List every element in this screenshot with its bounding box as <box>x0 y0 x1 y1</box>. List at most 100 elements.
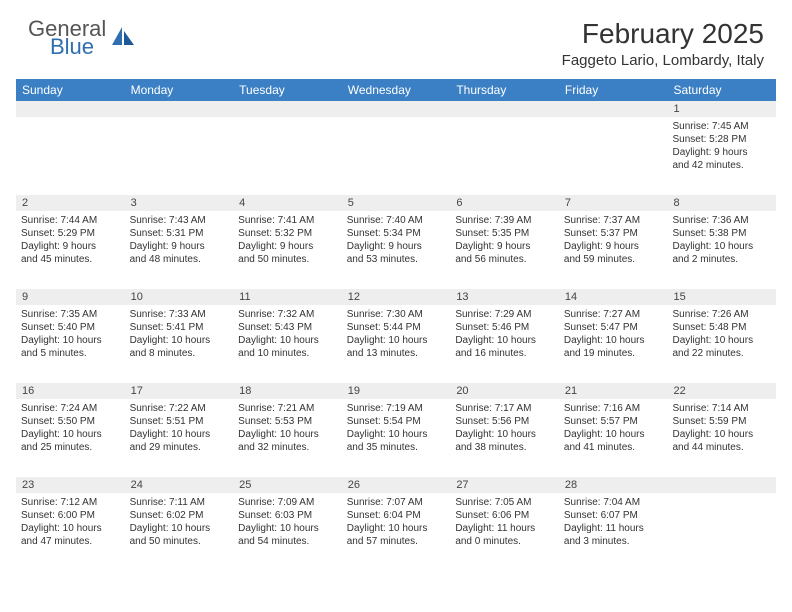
daylight-text: Daylight: 9 hours <box>564 240 663 253</box>
day-cell: Sunrise: 7:16 AMSunset: 5:57 PMDaylight:… <box>559 399 668 477</box>
day-cell: Sunrise: 7:17 AMSunset: 5:56 PMDaylight:… <box>450 399 559 477</box>
sunrise-text: Sunrise: 7:35 AM <box>21 308 120 321</box>
daylight-text: and 53 minutes. <box>347 253 446 266</box>
sunset-text: Sunset: 6:03 PM <box>238 509 337 522</box>
location: Faggeto Lario, Lombardy, Italy <box>562 52 764 69</box>
day-number: 26 <box>342 477 451 493</box>
sail-icon <box>110 25 136 52</box>
weekday-header: Monday <box>125 79 234 101</box>
daylight-text: and 35 minutes. <box>347 441 446 454</box>
daylight-text: and 10 minutes. <box>238 347 337 360</box>
daylight-text: and 44 minutes. <box>672 441 771 454</box>
day-cell: Sunrise: 7:05 AMSunset: 6:06 PMDaylight:… <box>450 493 559 571</box>
day-cell: Sunrise: 7:39 AMSunset: 5:35 PMDaylight:… <box>450 211 559 289</box>
day-cell: Sunrise: 7:45 AMSunset: 5:28 PMDaylight:… <box>667 117 776 195</box>
day-cell: Sunrise: 7:11 AMSunset: 6:02 PMDaylight:… <box>125 493 234 571</box>
day-cell: Sunrise: 7:09 AMSunset: 6:03 PMDaylight:… <box>233 493 342 571</box>
sunset-text: Sunset: 5:38 PM <box>672 227 771 240</box>
sunrise-text: Sunrise: 7:39 AM <box>455 214 554 227</box>
daylight-text: and 13 minutes. <box>347 347 446 360</box>
daylight-text: and 56 minutes. <box>455 253 554 266</box>
day-cell: Sunrise: 7:24 AMSunset: 5:50 PMDaylight:… <box>16 399 125 477</box>
daylight-text: Daylight: 10 hours <box>21 428 120 441</box>
daylight-text: Daylight: 10 hours <box>455 334 554 347</box>
day-cell <box>667 493 776 571</box>
daylight-text: and 48 minutes. <box>130 253 229 266</box>
day-number: 5 <box>342 195 451 211</box>
day-number: 21 <box>559 383 668 399</box>
day-cell <box>16 117 125 195</box>
sunset-text: Sunset: 5:31 PM <box>130 227 229 240</box>
day-number: 23 <box>16 477 125 493</box>
daylight-text: and 22 minutes. <box>672 347 771 360</box>
sunrise-text: Sunrise: 7:12 AM <box>21 496 120 509</box>
sunset-text: Sunset: 5:57 PM <box>564 415 663 428</box>
daylight-text: Daylight: 9 hours <box>347 240 446 253</box>
daylight-text: and 45 minutes. <box>21 253 120 266</box>
day-cell: Sunrise: 7:19 AMSunset: 5:54 PMDaylight:… <box>342 399 451 477</box>
sunset-text: Sunset: 5:46 PM <box>455 321 554 334</box>
day-number: 28 <box>559 477 668 493</box>
daylight-text: and 0 minutes. <box>455 535 554 548</box>
sunrise-text: Sunrise: 7:32 AM <box>238 308 337 321</box>
sunrise-text: Sunrise: 7:21 AM <box>238 402 337 415</box>
sunset-text: Sunset: 6:00 PM <box>21 509 120 522</box>
sunrise-text: Sunrise: 7:04 AM <box>564 496 663 509</box>
daylight-text: and 5 minutes. <box>21 347 120 360</box>
daylight-text: Daylight: 9 hours <box>672 146 771 159</box>
day-number: 1 <box>667 101 776 117</box>
daylight-text: and 38 minutes. <box>455 441 554 454</box>
daylight-text: Daylight: 10 hours <box>455 428 554 441</box>
week-row: Sunrise: 7:35 AMSunset: 5:40 PMDaylight:… <box>16 305 776 383</box>
day-number <box>125 101 234 117</box>
day-number: 12 <box>342 289 451 305</box>
day-cell: Sunrise: 7:36 AMSunset: 5:38 PMDaylight:… <box>667 211 776 289</box>
weekday-header: Tuesday <box>233 79 342 101</box>
daylight-text: and 19 minutes. <box>564 347 663 360</box>
daylight-text: and 54 minutes. <box>238 535 337 548</box>
daylight-text: and 25 minutes. <box>21 441 120 454</box>
day-number: 19 <box>342 383 451 399</box>
daylight-text: Daylight: 11 hours <box>564 522 663 535</box>
day-number-row: 9101112131415 <box>16 289 776 305</box>
sunset-text: Sunset: 5:47 PM <box>564 321 663 334</box>
day-number: 16 <box>16 383 125 399</box>
day-cell: Sunrise: 7:40 AMSunset: 5:34 PMDaylight:… <box>342 211 451 289</box>
day-cell: Sunrise: 7:27 AMSunset: 5:47 PMDaylight:… <box>559 305 668 383</box>
sunset-text: Sunset: 5:28 PM <box>672 133 771 146</box>
day-number: 4 <box>233 195 342 211</box>
day-number: 6 <box>450 195 559 211</box>
day-cell: Sunrise: 7:07 AMSunset: 6:04 PMDaylight:… <box>342 493 451 571</box>
weekday-header: Saturday <box>667 79 776 101</box>
sunrise-text: Sunrise: 7:30 AM <box>347 308 446 321</box>
sunrise-text: Sunrise: 7:41 AM <box>238 214 337 227</box>
day-cell <box>342 117 451 195</box>
sunset-text: Sunset: 5:59 PM <box>672 415 771 428</box>
sunset-text: Sunset: 5:44 PM <box>347 321 446 334</box>
daylight-text: Daylight: 10 hours <box>347 522 446 535</box>
sunset-text: Sunset: 5:48 PM <box>672 321 771 334</box>
daylight-text: and 50 minutes. <box>238 253 337 266</box>
sunset-text: Sunset: 6:02 PM <box>130 509 229 522</box>
sunset-text: Sunset: 5:29 PM <box>21 227 120 240</box>
sunrise-text: Sunrise: 7:40 AM <box>347 214 446 227</box>
sunset-text: Sunset: 6:07 PM <box>564 509 663 522</box>
sunrise-text: Sunrise: 7:36 AM <box>672 214 771 227</box>
header: General Blue February 2025 Faggeto Lario… <box>0 0 792 75</box>
daylight-text: Daylight: 10 hours <box>21 334 120 347</box>
day-number <box>559 101 668 117</box>
week-row: Sunrise: 7:45 AMSunset: 5:28 PMDaylight:… <box>16 117 776 195</box>
daylight-text: and 57 minutes. <box>347 535 446 548</box>
day-number: 24 <box>125 477 234 493</box>
sunrise-text: Sunrise: 7:26 AM <box>672 308 771 321</box>
sunset-text: Sunset: 5:35 PM <box>455 227 554 240</box>
day-cell <box>125 117 234 195</box>
day-cell <box>559 117 668 195</box>
day-number: 11 <box>233 289 342 305</box>
day-number-row: 232425262728 <box>16 477 776 493</box>
day-number: 25 <box>233 477 342 493</box>
day-cell: Sunrise: 7:33 AMSunset: 5:41 PMDaylight:… <box>125 305 234 383</box>
sunset-text: Sunset: 5:40 PM <box>21 321 120 334</box>
day-number <box>667 477 776 493</box>
day-cell: Sunrise: 7:04 AMSunset: 6:07 PMDaylight:… <box>559 493 668 571</box>
